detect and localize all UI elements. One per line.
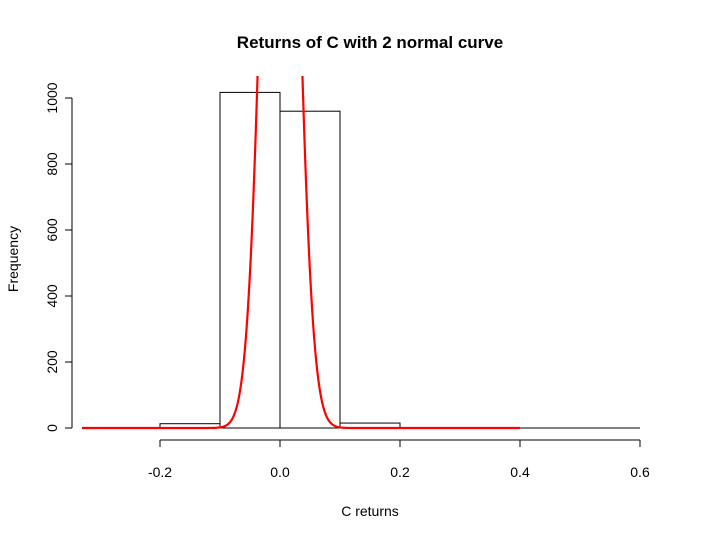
x-tick-label: 0.6 [630, 464, 650, 480]
chart-title: Returns of C with 2 normal curve [237, 33, 503, 52]
y-axis-label: Frequency [5, 226, 21, 292]
y-tick-label: 200 [44, 350, 60, 374]
y-tick-label: 800 [44, 152, 60, 176]
histogram-bars [100, 91, 640, 429]
x-tick-label: 0.4 [510, 464, 530, 480]
y-tick-label: 1000 [44, 82, 60, 113]
y-tick-label: 600 [44, 218, 60, 242]
y-tick-label: 0 [44, 424, 60, 432]
y-tick-label: 400 [44, 284, 60, 308]
normal-curve-group [82, 76, 520, 430]
x-tick-label: -0.2 [148, 464, 172, 480]
y-axis: 0 200 400 600 800 1000 [44, 82, 73, 432]
x-axis: -0.2 0.0 0.2 0.4 0.6 [148, 439, 650, 480]
x-tick-label: 0.2 [390, 464, 410, 480]
x-axis-label: C returns [341, 503, 399, 519]
x-tick-label: 0.0 [270, 464, 290, 480]
normal-curve [82, 76, 520, 430]
